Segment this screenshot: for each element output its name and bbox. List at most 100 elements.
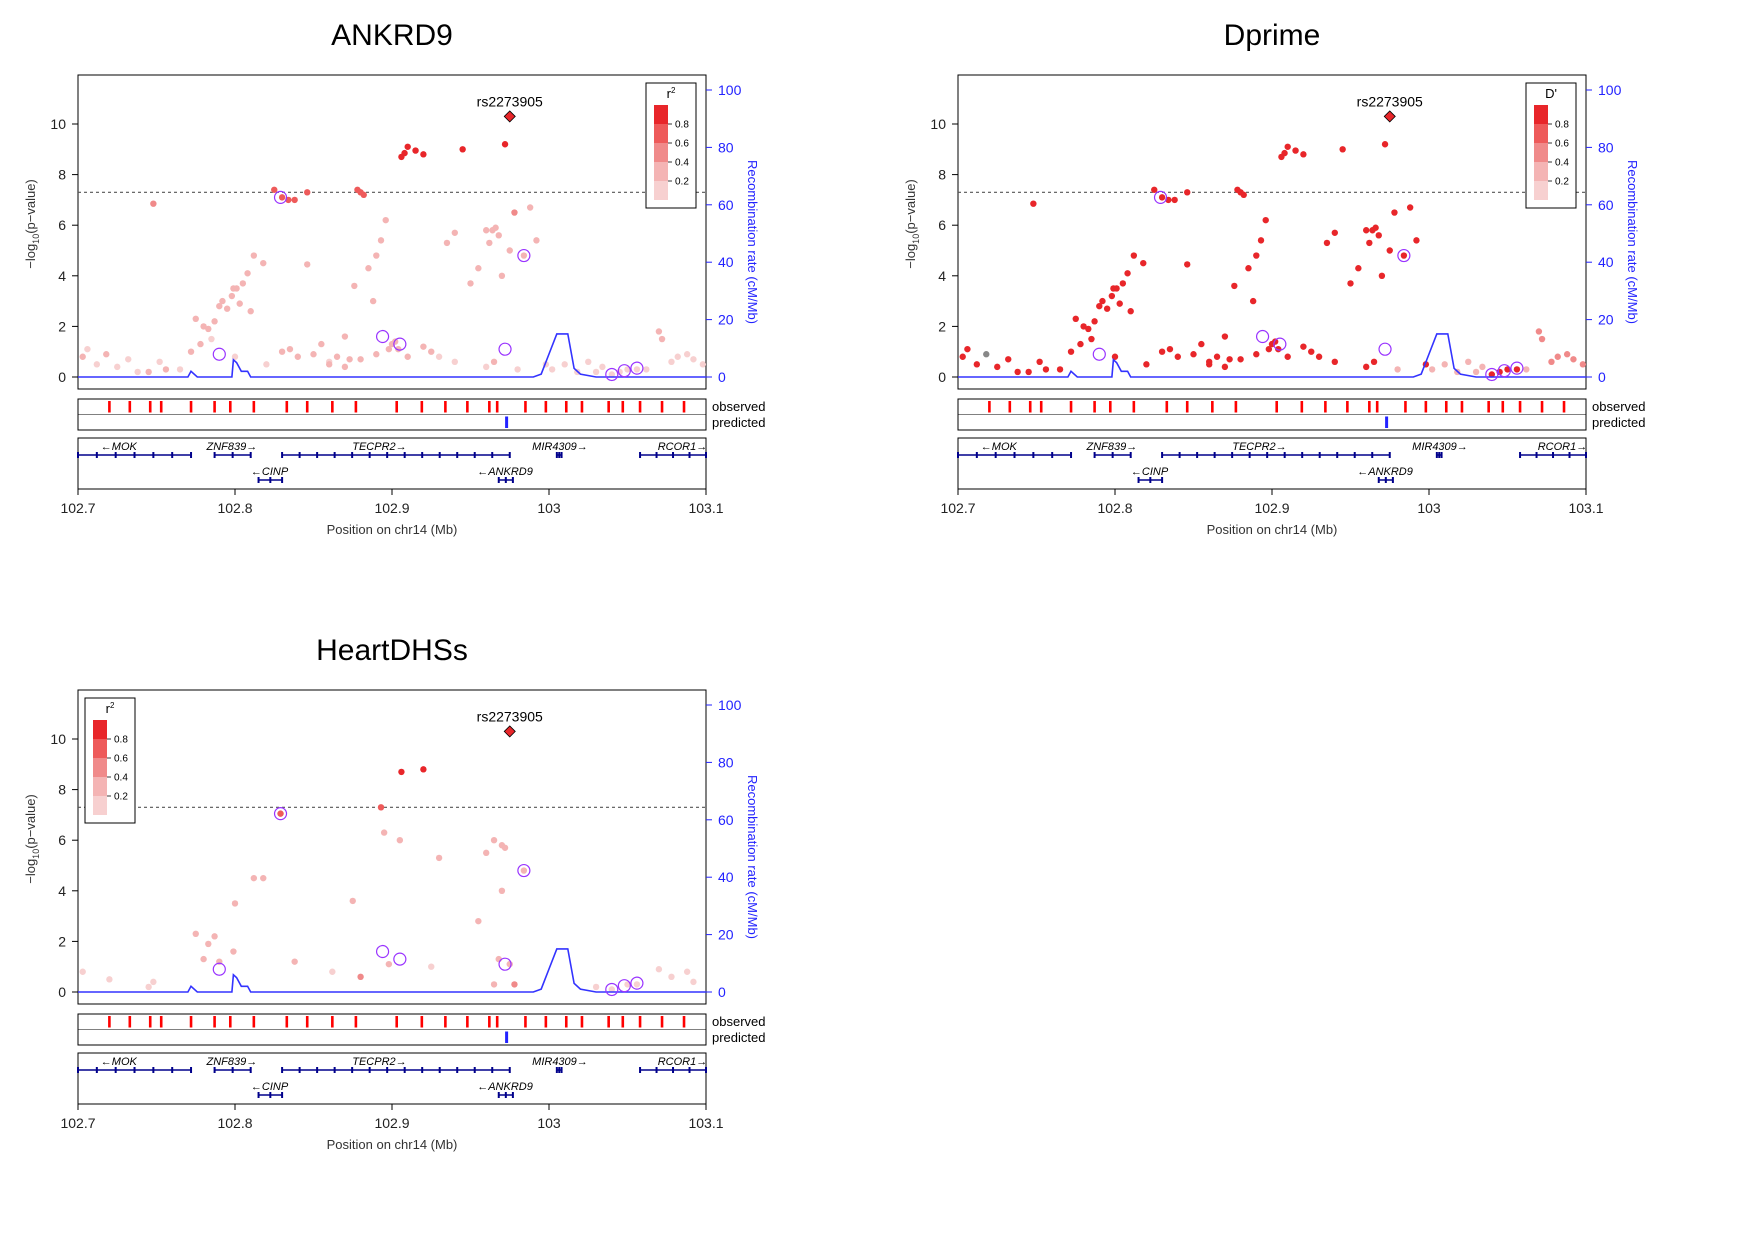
- gene-exon: [994, 452, 997, 458]
- y-axis-label-suffix: (p−value): [23, 179, 38, 234]
- snp-point: [333, 353, 341, 360]
- snp-point: [103, 351, 110, 358]
- observed-mark: [189, 1016, 193, 1028]
- snp-point: [1158, 194, 1166, 201]
- chart-title: Dprime: [1224, 19, 1321, 52]
- snp-point: [533, 237, 540, 244]
- lead-snp-marker: [1383, 110, 1396, 123]
- gene-exon: [1585, 452, 1587, 458]
- observed-mark: [444, 1016, 447, 1028]
- observed-mark: [638, 401, 642, 413]
- gene-exon: [133, 452, 136, 458]
- observed-mark: [228, 401, 232, 413]
- observed-mark: [1562, 401, 1566, 413]
- snp-point: [1226, 356, 1233, 363]
- y-axis-label-part: −log: [23, 244, 38, 269]
- snp-point: [294, 353, 301, 360]
- gene-exon: [560, 452, 563, 458]
- gene-exon: [1440, 452, 1443, 458]
- snp-point: [467, 280, 474, 287]
- observed-mark: [354, 401, 358, 413]
- legend-swatch: [654, 143, 668, 162]
- snp-point: [655, 966, 663, 973]
- legend-swatch: [93, 777, 107, 796]
- snp-point: [211, 933, 218, 940]
- y-tick-label: 0: [58, 984, 66, 1000]
- snp-point: [1579, 361, 1587, 368]
- gene-exon: [1161, 452, 1164, 458]
- snp-point: [341, 333, 349, 340]
- y2-tick-label: 20: [718, 312, 734, 328]
- snp-point: [247, 308, 254, 315]
- gene-exon: [231, 1067, 234, 1073]
- snp-point: [592, 983, 600, 991]
- annotated-snp-ring: [605, 982, 619, 997]
- annotated-snp-ring: [212, 962, 226, 976]
- snp-point: [1271, 338, 1279, 345]
- snp-point: [369, 297, 377, 305]
- snp-point: [608, 371, 615, 378]
- gene-label: MIR4309→: [532, 441, 588, 453]
- legend-swatch: [654, 181, 668, 200]
- gene-exon: [403, 452, 406, 458]
- gene-exon: [333, 1067, 336, 1073]
- legend-swatch: [93, 796, 107, 815]
- snp-point: [200, 955, 207, 963]
- snp-point: [329, 968, 336, 975]
- snp-point: [162, 366, 170, 373]
- snp-point: [1331, 358, 1338, 366]
- snp-point: [1206, 361, 1213, 368]
- y-axis-label-sub: 10: [911, 234, 921, 244]
- observed-mark: [1518, 401, 1522, 413]
- snp-point: [1231, 282, 1238, 290]
- observed-mark: [524, 401, 527, 413]
- observed-mark: [495, 401, 499, 413]
- legend-title: r2: [106, 701, 115, 716]
- y-axis-label: −log10(p−value): [23, 179, 41, 269]
- gene-label: ←CINP: [1131, 466, 1169, 478]
- snp-point: [239, 280, 247, 287]
- snp-point: [278, 194, 286, 201]
- annotated-snp-ring: [1397, 248, 1411, 263]
- gene-exon: [1032, 452, 1035, 458]
- y-tick-label: 6: [58, 217, 66, 233]
- gene-exon: [1283, 452, 1286, 458]
- gene-exon: [281, 452, 284, 458]
- snp-point: [1085, 325, 1092, 333]
- observed-mark: [1093, 401, 1096, 413]
- predicted-track-label: predicted: [712, 415, 765, 430]
- observed-mark: [1039, 401, 1043, 413]
- snp-point: [973, 361, 981, 368]
- y2-axis-label: Recombination rate (cM/Mb): [1625, 160, 1640, 324]
- snp-point: [1300, 151, 1307, 158]
- observed-mark: [1234, 401, 1238, 413]
- snp-point: [585, 358, 592, 366]
- observed-mark: [580, 401, 584, 413]
- snp-point: [228, 292, 236, 300]
- observed-mark: [213, 401, 216, 413]
- snp-point: [492, 224, 499, 231]
- legend-title-main: r: [667, 86, 672, 101]
- gene-exon: [77, 452, 79, 458]
- snp-point: [1479, 363, 1486, 371]
- snp-point: [633, 981, 641, 988]
- snp-point: [1548, 358, 1555, 366]
- snp-point: [187, 348, 195, 355]
- snp-point: [435, 353, 443, 360]
- gene-exon: [504, 1092, 507, 1098]
- y-tick-label: 10: [930, 116, 946, 132]
- observed-mark: [128, 401, 132, 413]
- x-axis-label: Position on chr14 (Mb): [327, 522, 458, 537]
- snp-point: [150, 200, 157, 207]
- snp-point: [93, 361, 101, 368]
- gene-label: ←ANKRD9: [1357, 466, 1413, 478]
- snp-point: [373, 351, 380, 358]
- observed-mark: [1444, 401, 1448, 413]
- snp-point: [192, 930, 199, 938]
- gene-exon: [456, 1067, 459, 1073]
- predicted-mark: [505, 416, 509, 428]
- plot-frame: [77, 689, 707, 1005]
- gene-label: TECPR2→: [352, 441, 406, 453]
- snp-point: [106, 976, 113, 983]
- gene-label: MIR4309→: [1412, 441, 1468, 453]
